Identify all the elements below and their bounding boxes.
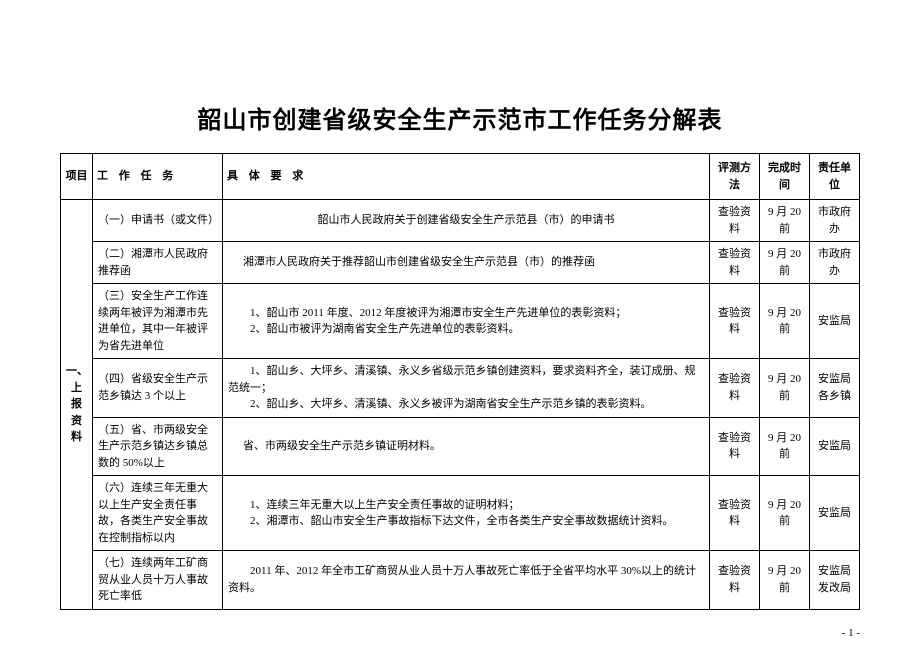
task-cell: （四）省级安全生产示范乡镇达 3 个以上	[93, 359, 223, 418]
time-cell: 9 月 20 前	[760, 284, 810, 359]
task-cell: （一）申请书（或文件）	[93, 200, 223, 242]
header-requirement: 具 体 要 求	[223, 154, 710, 200]
table-row: 一、上报资料 （一）申请书（或文件） 韶山市人民政府关于创建省级安全生产示范县（…	[61, 200, 860, 242]
time-cell: 9 月 20 前	[760, 200, 810, 242]
task-cell: （二）湘潭市人民政府推荐函	[93, 242, 223, 284]
method-cell: 查验资料	[710, 359, 760, 418]
method-cell: 查验资料	[710, 476, 760, 551]
time-cell: 9 月 20 前	[760, 242, 810, 284]
page-number: - 1 -	[842, 627, 860, 639]
requirement-cell: 2011 年、2012 年全市工矿商贸从业人员十万人事故死亡率低于全省平均水平 …	[223, 551, 710, 610]
method-cell: 查验资料	[710, 551, 760, 610]
unit-cell: 安监局	[810, 284, 860, 359]
task-cell: （五）省、市两级安全生产示范乡镇达乡镇总数的 50%以上	[93, 417, 223, 476]
task-cell: （六）连续三年无重大以上生产安全责任事故，各类生产安全事故在控制指标以内	[93, 476, 223, 551]
time-cell: 9 月 20 前	[760, 417, 810, 476]
method-cell: 查验资料	[710, 200, 760, 242]
requirement-cell: 1、韶山市 2011 年度、2012 年度被评为湘潭市安全生产先进单位的表彰资料…	[223, 284, 710, 359]
unit-cell: 市政府办	[810, 200, 860, 242]
task-table: 项目 工 作 任 务 具 体 要 求 评测方法 完成时间 责任单位 一、上报资料…	[60, 153, 860, 610]
page-title: 韶山市创建省级安全生产示范市工作任务分解表	[60, 100, 860, 135]
header-unit: 责任单位	[810, 154, 860, 200]
table-row: （四）省级安全生产示范乡镇达 3 个以上 1、韶山乡、大坪乡、清溪镇、永义乡省级…	[61, 359, 860, 418]
section-label: 一、上报资料	[61, 200, 93, 610]
header-time: 完成时间	[760, 154, 810, 200]
requirement-cell: 韶山市人民政府关于创建省级安全生产示范县（市）的申请书	[223, 200, 710, 242]
method-cell: 查验资料	[710, 242, 760, 284]
header-project: 项目	[61, 154, 93, 200]
task-cell: （七）连续两年工矿商贸从业人员十万人事故死亡率低	[93, 551, 223, 610]
table-row: （六）连续三年无重大以上生产安全责任事故，各类生产安全事故在控制指标以内 1、连…	[61, 476, 860, 551]
requirement-cell: 1、韶山乡、大坪乡、清溪镇、永义乡省级示范乡镇创建资料，要求资料齐全，装订成册、…	[223, 359, 710, 418]
header-task: 工 作 任 务	[93, 154, 223, 200]
table-row: （二）湘潭市人民政府推荐函 湘潭市人民政府关于推荐韶山市创建省级安全生产示范县（…	[61, 242, 860, 284]
task-cell: （三）安全生产工作连续两年被评为湘潭市先进单位，其中一年被评为省先进单位	[93, 284, 223, 359]
unit-cell: 市政府办	[810, 242, 860, 284]
requirement-cell: 湘潭市人民政府关于推荐韶山市创建省级安全生产示范县（市）的推荐函	[223, 242, 710, 284]
table-row: （三）安全生产工作连续两年被评为湘潭市先进单位，其中一年被评为省先进单位 1、韶…	[61, 284, 860, 359]
table-row: （七）连续两年工矿商贸从业人员十万人事故死亡率低 2011 年、2012 年全市…	[61, 551, 860, 610]
method-cell: 查验资料	[710, 417, 760, 476]
time-cell: 9 月 20 前	[760, 476, 810, 551]
header-method: 评测方法	[710, 154, 760, 200]
requirement-cell: 1、连续三年无重大以上生产安全责任事故的证明材料； 2、湘潭市、韶山市安全生产事…	[223, 476, 710, 551]
unit-cell: 安监局	[810, 476, 860, 551]
method-cell: 查验资料	[710, 284, 760, 359]
unit-cell: 安监局	[810, 417, 860, 476]
time-cell: 9 月 20 前	[760, 359, 810, 418]
unit-cell: 安监局 各乡镇	[810, 359, 860, 418]
table-row: （五）省、市两级安全生产示范乡镇达乡镇总数的 50%以上 省、市两级安全生产示范…	[61, 417, 860, 476]
time-cell: 9 月 20 前	[760, 551, 810, 610]
requirement-cell: 省、市两级安全生产示范乡镇证明材料。	[223, 417, 710, 476]
header-row: 项目 工 作 任 务 具 体 要 求 评测方法 完成时间 责任单位	[61, 154, 860, 200]
unit-cell: 安监局 发改局	[810, 551, 860, 610]
